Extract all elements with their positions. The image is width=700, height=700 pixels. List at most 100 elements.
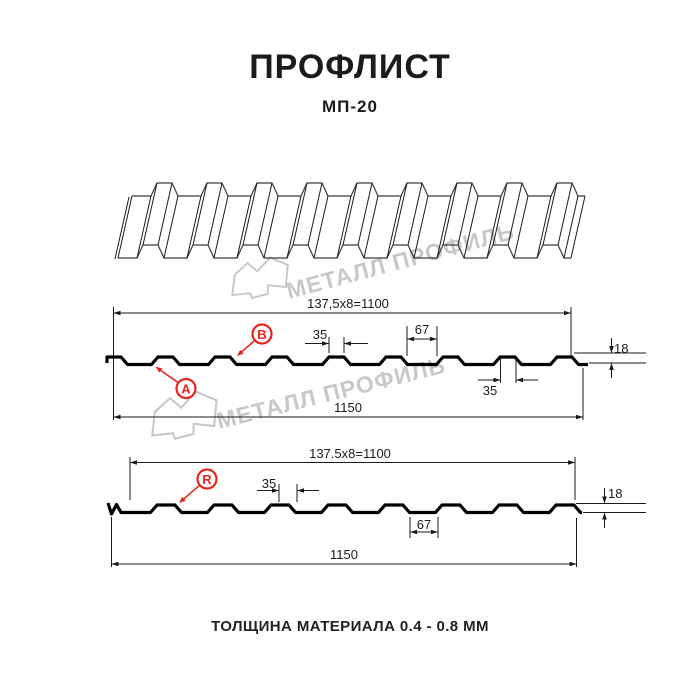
rib-edge-line [207, 182, 223, 246]
callout-circle [175, 377, 197, 400]
dimension-lines [111, 457, 646, 567]
profile-outline-r [106, 502, 583, 516]
dim-rib-top-label: 35 [313, 327, 327, 342]
sheet-near-edge [118, 244, 571, 259]
metal-profil-logo-icon [151, 390, 218, 441]
callout-r: R [179, 468, 218, 503]
dim-module-width-label: 137,5x8=1100 [307, 296, 389, 311]
rib-edge-line [142, 182, 158, 246]
rib-edge-line [363, 195, 379, 259]
profile-diagram-side-a: 137,5x8=1100 1150 35 67 18 35 B A [105, 296, 646, 420]
rib-edge-line [536, 195, 552, 259]
leader-line [180, 484, 201, 502]
rib-edge-line [436, 195, 452, 259]
leader-line [157, 367, 179, 384]
callout-a: A [155, 366, 197, 400]
dim-arrowhead [297, 488, 304, 493]
page-title: ПРОФЛИСТ [249, 48, 451, 86]
rib-edge-line [542, 182, 558, 246]
rib-edge-line [257, 182, 273, 246]
dim-height-label: 18 [614, 341, 628, 356]
sheet-3d-view [114, 182, 586, 260]
rib-edge-line [357, 182, 373, 246]
dim-arrowhead [602, 512, 607, 520]
dim-arrowhead [609, 363, 614, 370]
dim-arrowhead [568, 460, 575, 465]
dim-arrowhead [564, 310, 571, 316]
leader-line [238, 339, 256, 355]
dim-arrowhead [516, 377, 523, 383]
rib-edge-line [263, 195, 279, 259]
dim-arrowhead [113, 414, 121, 420]
leader-arrowhead [155, 366, 163, 373]
rib-edge-line [186, 195, 202, 259]
callout-letter: B [257, 327, 266, 342]
callout-circle [196, 468, 218, 490]
callout-circle [251, 323, 273, 345]
leader-arrowhead [237, 349, 244, 356]
dim-arrowhead [113, 310, 121, 316]
sheet-left-edge-line [114, 196, 130, 260]
dim-arrowhead [493, 377, 501, 383]
dim-arrowhead [430, 336, 437, 342]
rib-edge-line [407, 182, 423, 246]
rib-edge-line [386, 195, 402, 259]
dim-arrowhead [569, 561, 577, 567]
dim-module-width-label: 137.5x8=1100 [309, 446, 391, 461]
profile-outline-a [105, 355, 588, 367]
profile-model-subtitle: МП-20 [322, 97, 378, 116]
rib-edge-line [242, 182, 258, 246]
dim-arrowhead [609, 346, 614, 353]
rib-edge-line [192, 182, 208, 246]
rib-edge-line [236, 195, 252, 259]
callout-letter: A [181, 381, 191, 396]
rib-edge-line [136, 195, 152, 259]
rib-edge-line [457, 182, 473, 246]
sheet-far-edge [132, 182, 585, 197]
rib-edge-line [413, 195, 429, 259]
watermark-text: МЕТАЛЛ ПРОФИЛЬ [284, 218, 518, 304]
rib-edge-line [307, 182, 323, 246]
rib-edge-line [492, 182, 508, 246]
rib-edge-line [157, 182, 173, 246]
dim-total-width-label: 1150 [334, 400, 362, 415]
dim-arrowhead [407, 336, 414, 342]
profile-diagram-side-r: 137.5x8=1100 1150 35 67 18 R [106, 446, 646, 567]
dim-arrowhead [576, 414, 583, 420]
rib-edge-line [292, 182, 308, 246]
sheet-right-edge-line [570, 195, 586, 259]
dimension-lines [113, 307, 646, 420]
rib-edge-line [336, 195, 352, 259]
dim-rib-top-label: 35 [262, 476, 276, 491]
dim-arrowhead [130, 460, 137, 465]
watermark-1: МЕТАЛЛ ПРОФИЛЬ [231, 218, 518, 304]
rib-edge-line [213, 195, 229, 259]
dim-arrowhead [111, 561, 119, 567]
rib-edge-line [557, 182, 573, 246]
dim-arrowhead [272, 488, 279, 493]
rib-edge-line [163, 195, 179, 259]
leader-arrowhead [179, 496, 186, 503]
metal-profil-logo-icon [231, 256, 289, 300]
rib-edge-line [392, 182, 408, 246]
dim-arrowhead [322, 341, 329, 346]
dim-lock-label: 35 [483, 383, 497, 398]
rib-edge-line [442, 182, 458, 246]
rib-edge-line [342, 182, 358, 246]
rib-edge-line [507, 182, 523, 246]
dim-valley-label: 67 [417, 517, 431, 532]
dim-arrowhead [431, 529, 438, 535]
sheet-left-edge-line [117, 195, 133, 259]
rib-edge-line [313, 195, 329, 259]
dim-arrowhead [410, 529, 417, 535]
callout-b: B [237, 323, 273, 356]
dim-arrowhead [344, 341, 351, 346]
callout-letter: R [202, 472, 212, 487]
dim-total-width-label: 1150 [330, 547, 358, 562]
dim-height-label: 18 [608, 486, 622, 501]
rib-edge-line [463, 195, 479, 259]
material-thickness-note: ТОЛЩИНА МАТЕРИАЛА 0.4 - 0.8 ММ [211, 618, 489, 635]
dim-valley-label: 67 [415, 322, 429, 337]
